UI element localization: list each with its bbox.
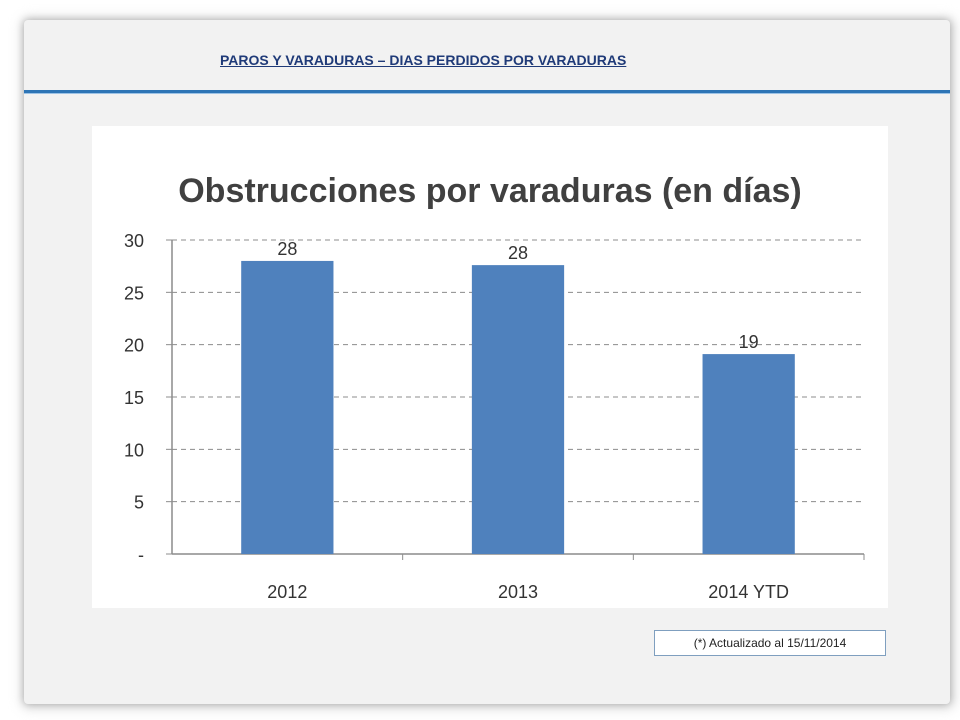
y-tick-label: 25	[124, 283, 144, 303]
y-tick-label: 30	[124, 231, 144, 251]
y-tick-label: 20	[124, 336, 144, 356]
data-label: 28	[277, 239, 297, 259]
x-tick-label: 2014 YTD	[708, 582, 789, 602]
y-tick-label: 15	[124, 388, 144, 408]
x-tick-label: 2012	[267, 582, 307, 602]
data-label: 28	[508, 243, 528, 263]
chart-title: Obstrucciones por varaduras (en días)	[178, 172, 802, 210]
bars	[241, 260, 795, 554]
header-title: PAROS Y VARADURAS – DIAS PERDIDOS POR VA…	[220, 52, 627, 68]
update-footnote: (*) Actualizado al 15/11/2014	[654, 630, 886, 656]
x-tick-label: 2013	[498, 582, 538, 602]
chart-panel: Obstrucciones por varaduras (en días) - 5…	[92, 126, 888, 608]
bar-2013	[471, 265, 565, 554]
y-tick-label: 5	[134, 493, 144, 513]
bar-2014-ytd	[702, 354, 795, 554]
bar-chart: Obstrucciones por varaduras (en días) - 5…	[124, 172, 865, 602]
labels: 28 2012 28 2013 19 2014 YTD	[267, 239, 789, 602]
slide: PAROS Y VARADURAS – DIAS PERDIDOS POR VA…	[24, 20, 950, 704]
y-tick-label: 10	[124, 440, 144, 460]
y-tick-label: -	[138, 545, 144, 565]
bar-2012	[241, 260, 334, 554]
data-label: 19	[739, 332, 759, 352]
header-rule	[24, 90, 950, 93]
header-rule-shadow	[24, 93, 950, 94]
